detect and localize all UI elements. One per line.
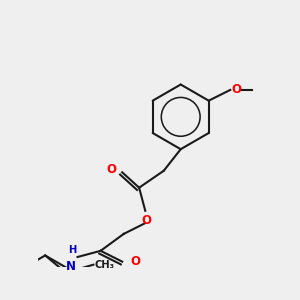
Text: CH₃: CH₃ [95, 260, 115, 270]
Text: O: O [142, 214, 152, 227]
Text: N: N [66, 260, 76, 273]
Text: O: O [106, 163, 116, 176]
Text: O: O [130, 255, 140, 268]
Text: H: H [68, 245, 76, 256]
Text: O: O [232, 83, 242, 96]
